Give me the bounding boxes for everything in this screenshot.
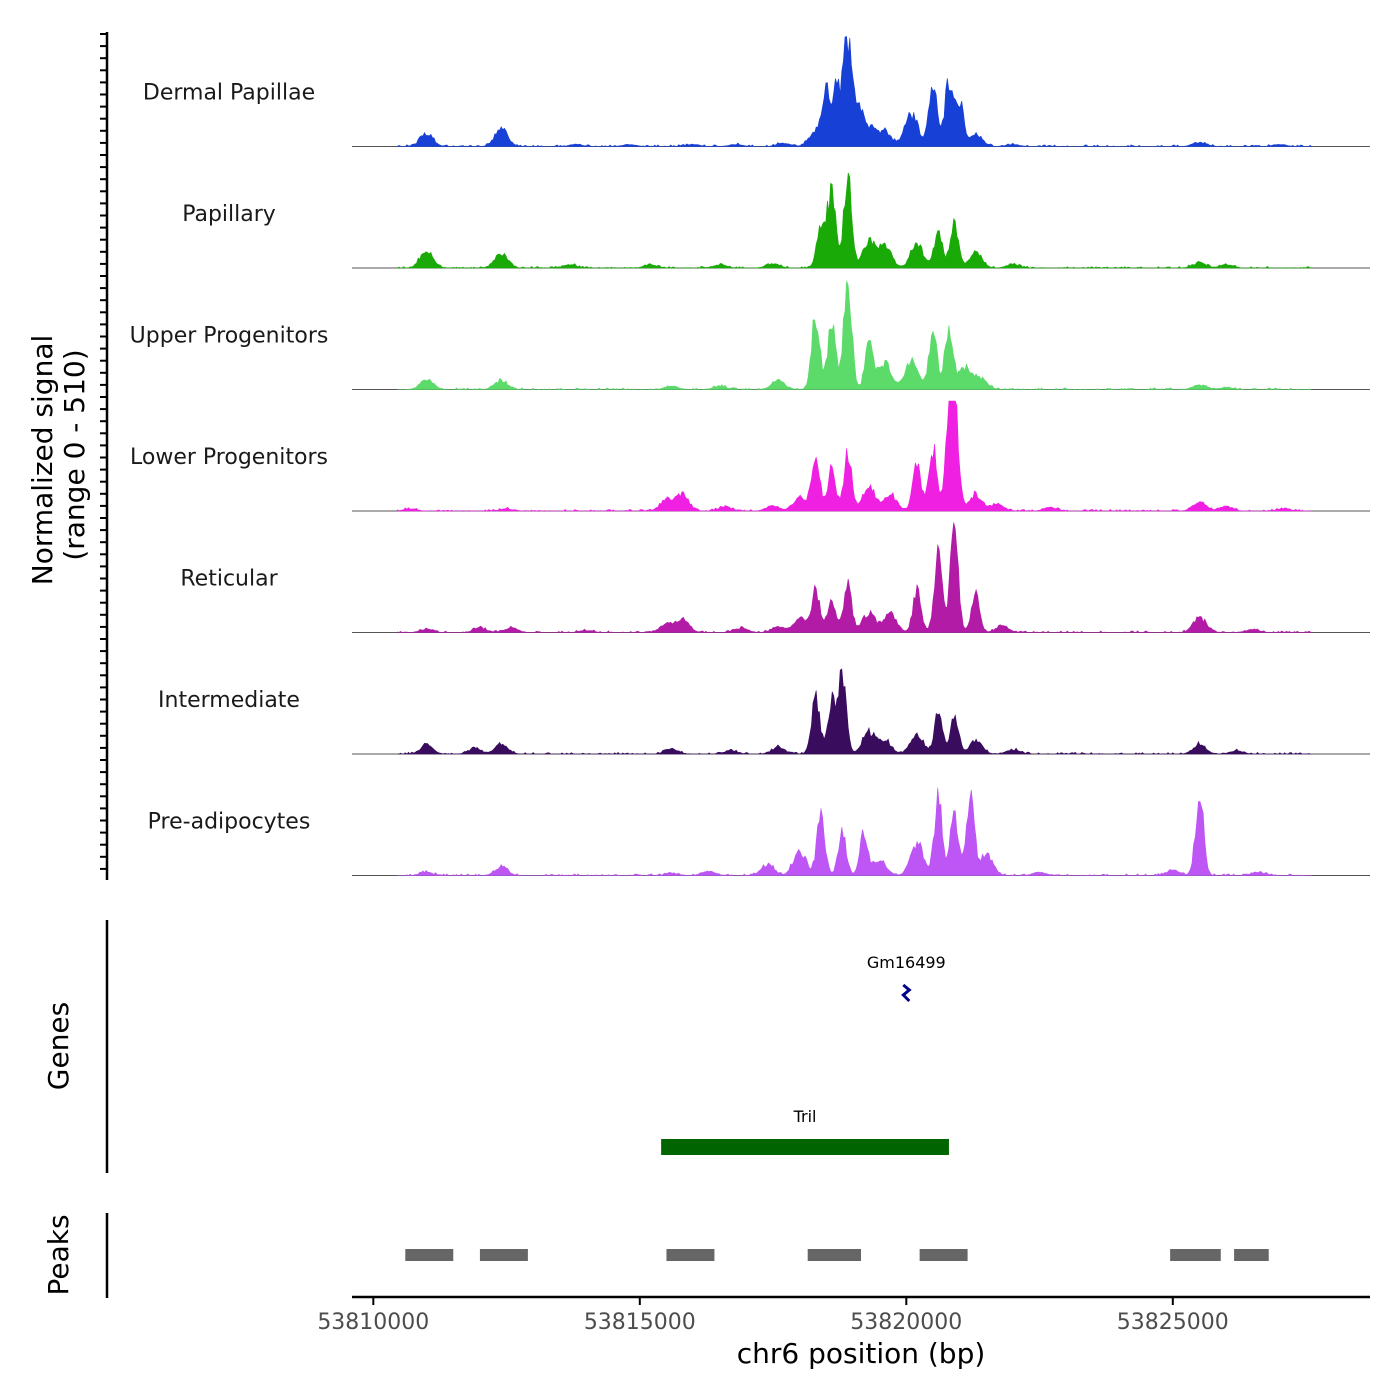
track-reticular: Reticular [180,522,1370,633]
x-axis-ticks: 53810000 53815000 53820000 53825000 [317,1297,1229,1335]
peak-region [1170,1249,1221,1261]
track-label: Dermal Papillae [143,81,315,106]
gene-body [661,1139,949,1155]
x-tick-label: 53820000 [850,1310,962,1335]
y-axis-subtitle: (range 0 - 510) [58,349,91,560]
peak-region [919,1249,968,1261]
peak-region [807,1249,861,1261]
track-pre-adipocytes: Pre-adipocytes [148,787,1370,876]
coverage-area [397,668,1312,755]
x-axis-title: chr6 position (bp) [737,1337,986,1370]
gene-annotations: Gm16499 Tril [661,953,949,1155]
gene-body [901,983,912,1003]
track-label: Reticular [180,567,278,592]
track-label: Intermediate [158,688,300,713]
coverage-area [397,787,1312,876]
x-tick-label: 53810000 [317,1310,429,1335]
peak-region [1234,1249,1269,1261]
coverage-area [397,522,1313,633]
x-tick-label: 53825000 [1117,1310,1229,1335]
track-intermediate: Intermediate [158,668,1370,755]
peak-region [405,1249,454,1261]
x-tick-label: 53815000 [584,1310,696,1335]
track-label: Pre-adipocytes [148,810,311,835]
gene-gm16499: Gm16499 [867,953,946,1003]
track-papillary: Papillary [182,172,1370,269]
coverage-area [397,400,1312,512]
genes-track-label: Genes [42,1002,75,1090]
track-dermal-papillae: Dermal Papillae [143,36,1370,147]
track-label: Upper Progenitors [130,324,329,349]
peak-region [666,1249,715,1261]
coverage-tracks: Dermal Papillae Papillary Upper Progenitor… [130,36,1370,876]
coverage-area [397,280,1312,390]
gene-label: Tril [793,1107,817,1126]
gene-tril: Tril [661,1107,949,1155]
track-upper-progenitors: Upper Progenitors [130,280,1370,390]
coverage-y-ticks [100,33,107,870]
peaks-track-label: Peaks [42,1214,75,1295]
gene-label: Gm16499 [867,953,946,972]
track-label: Lower Progenitors [130,445,328,470]
y-axis-title: Normalized signal [26,335,59,586]
peak-region [479,1249,528,1261]
coverage-area [396,36,1313,147]
coverage-area [396,172,1312,269]
track-lower-progenitors: Lower Progenitors [130,400,1370,512]
track-label: Papillary [182,202,276,227]
peak-regions [405,1249,1269,1261]
